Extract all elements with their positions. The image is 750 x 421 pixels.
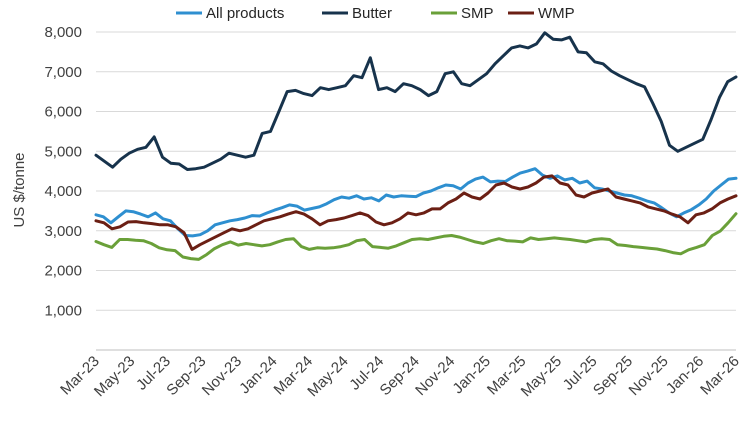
- x-tick-label: Mar-26: [697, 353, 743, 399]
- y-tick-label: 3,000: [44, 223, 82, 240]
- legend-label-smp: SMP: [461, 5, 494, 22]
- x-tick-label: Nov-25: [626, 353, 672, 399]
- y-tick-label: 5,000: [44, 143, 82, 160]
- y-tick-label: 1,000: [44, 302, 82, 319]
- y-tick-label: 2,000: [44, 263, 82, 280]
- gridlines: [96, 31, 736, 311]
- legend-label-all-products: All products: [206, 5, 284, 22]
- y-tick-labels: 1,000 2,000 3,000 4,000 5,000 6,000 7,000 8,000: [44, 24, 82, 319]
- y-tick-label: 4,000: [44, 183, 82, 200]
- legend: All products Butter SMP WMP: [176, 5, 575, 22]
- y-axis-title: US $/tonne: [11, 152, 28, 227]
- series-line-all-products: [94, 167, 738, 238]
- x-tick-label: May-23: [91, 353, 138, 400]
- x-tick-labels: Mar-23May-23Jul-23Sep-23Nov-23Jan-24Mar-…: [57, 353, 743, 400]
- legend-label-butter: Butter: [352, 5, 392, 22]
- x-tick-label: Nov-23: [199, 353, 245, 399]
- legend-label-wmp: WMP: [538, 5, 575, 22]
- x-tick-label: Nov-24: [412, 353, 458, 399]
- series-line-smp: [94, 212, 738, 261]
- series-line-wmp: [94, 174, 738, 251]
- y-tick-label: 7,000: [44, 64, 82, 81]
- x-tick-label: May-24: [304, 353, 351, 400]
- y-tick-label: 6,000: [44, 104, 82, 121]
- series-lines: [94, 31, 738, 261]
- y-tick-label: 8,000: [44, 24, 82, 41]
- series-line-butter: [94, 31, 738, 171]
- x-tick-label: May-25: [518, 353, 565, 400]
